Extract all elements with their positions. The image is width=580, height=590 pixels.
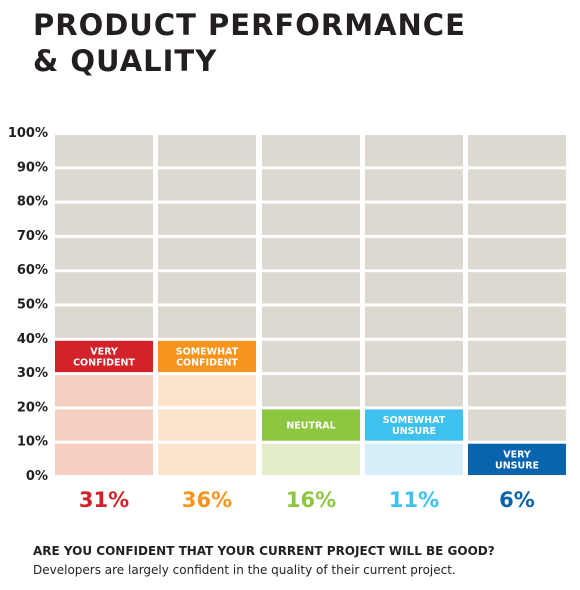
title-line-1: PRODUCT PERFORMANCE (33, 8, 466, 42)
grid-cell (262, 169, 360, 201)
chart-note: Developers are largely confident in the … (33, 563, 456, 577)
y-tick-label: 90% (17, 160, 48, 175)
value-label: 31% (79, 488, 129, 510)
grid-cell (55, 203, 153, 235)
bar-fill-cell (262, 443, 360, 475)
grid-cell (158, 306, 256, 338)
grid-cell (262, 375, 360, 407)
grid-cell (468, 203, 566, 235)
grid-cell (262, 237, 360, 270)
bar-label: SOMEWHAT UNSURE (383, 415, 446, 437)
bar-label: SOMEWHAT CONFIDENT (176, 346, 239, 368)
grid-cell (262, 340, 360, 373)
bar-label: VERY UNSURE (495, 449, 539, 471)
bar-fill-cell (55, 409, 153, 441)
bar-fill-cell (55, 443, 153, 475)
grid-cell (468, 375, 566, 407)
confidence-chart: 0% 10% 20% 30% 40% 50% 60% 70% 80% 90% 100% VERY CON… (8, 126, 566, 510)
bar-fill-cell (365, 443, 463, 475)
bar-label-cell (365, 409, 463, 441)
chart-title: PRODUCT PERFORMANCE & QUALITY (33, 7, 466, 79)
grid-cell (158, 203, 256, 235)
grid-cell (262, 272, 360, 304)
value-label: 11% (389, 488, 439, 510)
y-tick-label: 70% (17, 229, 48, 244)
bar-fill-cell (158, 409, 256, 441)
y-tick-label: 100% (8, 126, 48, 141)
value-label: 6% (499, 488, 535, 510)
grid-cell (468, 272, 566, 304)
grid-cell (365, 306, 463, 338)
y-tick-label: 80% (17, 195, 48, 210)
grid-cell (365, 272, 463, 304)
title-line-2: & QUALITY (33, 44, 218, 78)
y-tick-label: 10% (17, 435, 48, 450)
grid-cell (365, 237, 463, 270)
grid-cell (262, 306, 360, 338)
bar-label-cell (55, 340, 153, 373)
grid-cell (468, 409, 566, 441)
bar-label-cell (158, 340, 256, 373)
grid-cell (365, 340, 463, 373)
survey-question: ARE YOU CONFIDENT THAT YOUR CURRENT PROJ… (33, 544, 495, 558)
bar-label-cell (262, 409, 360, 441)
grid-cell (365, 169, 463, 201)
grid-cell (365, 135, 463, 167)
grid-cell (55, 135, 153, 167)
grid-cell (262, 203, 360, 235)
grid-cell (468, 340, 566, 373)
grid-cell (158, 135, 256, 167)
value-label: 16% (286, 488, 336, 510)
grid-cell (365, 203, 463, 235)
grid-cell (468, 135, 566, 167)
y-tick-label: 20% (17, 400, 48, 415)
grid-cell (55, 306, 153, 338)
y-tick-label: 50% (17, 298, 48, 313)
grid-cell (55, 237, 153, 270)
grid-cell (158, 237, 256, 270)
grid-cell (55, 169, 153, 201)
bar-label-cell (468, 443, 566, 475)
bar-fill-cell (158, 375, 256, 407)
bar-label: NEUTRAL (286, 421, 335, 432)
y-tick-label: 30% (17, 366, 48, 381)
bar-label: VERY CONFIDENT (73, 346, 135, 368)
grid-cell (365, 375, 463, 407)
bar-fill-cell (158, 443, 256, 475)
value-label: 36% (182, 488, 232, 510)
grid-cell (158, 169, 256, 201)
grid-cell (262, 135, 360, 167)
grid-cell (55, 272, 153, 304)
y-tick-label: 60% (17, 263, 48, 278)
bar-fill-cell (55, 375, 153, 407)
grid-cell (158, 272, 256, 304)
grid-cell (468, 306, 566, 338)
y-tick-label: 0% (26, 469, 48, 484)
grid-cell (468, 237, 566, 270)
y-tick-label: 40% (17, 332, 48, 347)
grid-cell (468, 169, 566, 201)
